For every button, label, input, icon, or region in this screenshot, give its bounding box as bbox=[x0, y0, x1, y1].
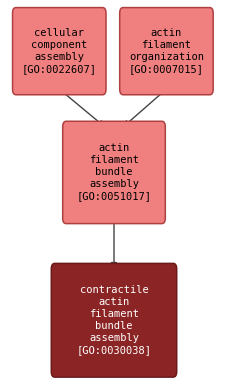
FancyBboxPatch shape bbox=[12, 8, 106, 95]
Text: cellular
component
assembly
[GO:0022607]: cellular component assembly [GO:0022607] bbox=[22, 28, 96, 74]
Text: actin
filament
bundle
assembly
[GO:0051017]: actin filament bundle assembly [GO:00510… bbox=[76, 143, 151, 202]
FancyBboxPatch shape bbox=[119, 8, 212, 95]
Text: actin
filament
organization
[GO:0007015]: actin filament organization [GO:0007015] bbox=[128, 28, 203, 74]
FancyBboxPatch shape bbox=[51, 263, 176, 377]
Text: contractile
actin
filament
bundle
assembly
[GO:0030038]: contractile actin filament bundle assemb… bbox=[76, 285, 151, 355]
FancyBboxPatch shape bbox=[62, 121, 165, 224]
